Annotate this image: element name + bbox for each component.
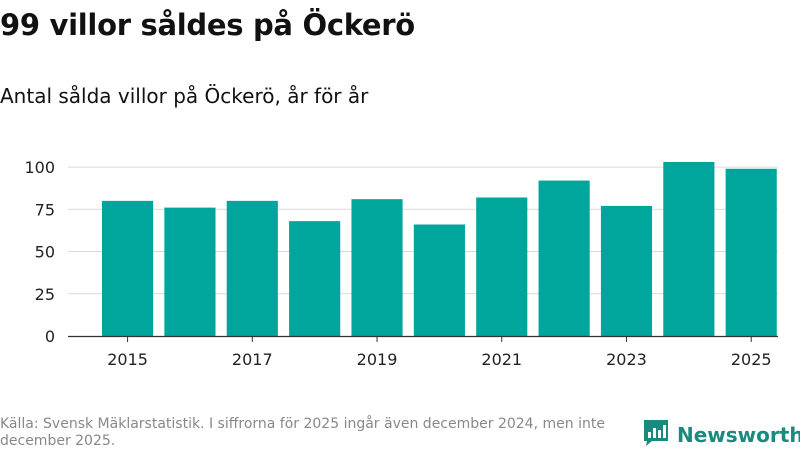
x-tick-label: 2023 xyxy=(606,350,647,369)
x-tick-label: 2021 xyxy=(481,350,522,369)
bar-2016 xyxy=(164,207,216,336)
y-axis-ticks: 0 25 50 75 100 xyxy=(24,158,55,346)
bar-2021 xyxy=(476,197,528,336)
bar-2023 xyxy=(600,205,653,336)
bar-chart: 0 25 50 75 100 2015 2017 2019 2021 2023 2025 xyxy=(24,158,778,369)
x-tick-label: 2019 xyxy=(357,350,398,369)
y-tick-label: 25 xyxy=(35,285,55,304)
y-tick-label: 50 xyxy=(35,243,55,262)
bar-2019 xyxy=(351,199,403,336)
newsworthy-logo-icon xyxy=(643,418,669,451)
bars xyxy=(102,162,777,336)
x-tick-label: 2025 xyxy=(731,350,772,369)
x-tick-label: 2017 xyxy=(232,350,273,369)
bar-2015 xyxy=(102,200,154,336)
bar-2017 xyxy=(226,200,278,336)
y-tick-label: 100 xyxy=(24,158,55,177)
bar-2022 xyxy=(538,180,590,336)
bar-2020 xyxy=(413,224,465,336)
chart-title: 99 villor såldes på Öckerö xyxy=(0,8,415,42)
source-note: Källa: Svensk Mäklarstatistik. I siffror… xyxy=(0,416,605,449)
brand-logo: Newsworthy xyxy=(643,418,800,451)
x-axis-ticks: 2015 2017 2019 2021 2023 2025 xyxy=(107,336,772,369)
bar-2025 xyxy=(725,168,777,336)
y-tick-label: 0 xyxy=(45,327,55,346)
y-tick-label: 75 xyxy=(35,200,55,219)
chart-subtitle: Antal sålda villor på Öckerö, år för år xyxy=(0,84,369,108)
brand-name: Newsworthy xyxy=(677,422,800,447)
bar-2018 xyxy=(289,221,341,336)
bar-2024 xyxy=(663,162,715,336)
x-tick-label: 2015 xyxy=(107,350,148,369)
